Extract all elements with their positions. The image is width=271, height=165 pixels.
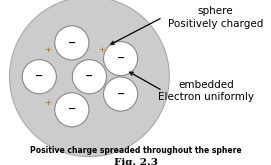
Ellipse shape: [72, 60, 107, 94]
Text: +: +: [109, 80, 116, 88]
Text: embedded: embedded: [178, 80, 234, 90]
Ellipse shape: [22, 60, 56, 94]
Text: +: +: [78, 116, 85, 124]
Ellipse shape: [55, 93, 89, 127]
Text: −: −: [117, 90, 125, 99]
Text: −: −: [68, 38, 76, 47]
Text: Electron uniformly: Electron uniformly: [158, 92, 254, 101]
Text: Positively charged: Positively charged: [168, 19, 263, 29]
Text: −: −: [35, 72, 43, 81]
Text: sphere: sphere: [198, 6, 233, 16]
Text: +: +: [44, 99, 51, 107]
Text: −: −: [68, 105, 76, 114]
Text: +: +: [98, 73, 105, 81]
Text: −: −: [85, 72, 93, 81]
Ellipse shape: [104, 77, 138, 111]
Ellipse shape: [104, 42, 138, 76]
Text: +: +: [28, 73, 35, 81]
Ellipse shape: [55, 26, 89, 60]
Text: +: +: [98, 46, 105, 53]
Ellipse shape: [9, 0, 169, 157]
Text: −: −: [117, 54, 125, 63]
Text: Positive charge spreaded throughout the sphere: Positive charge spreaded throughout the …: [30, 147, 241, 155]
Text: +: +: [44, 46, 51, 53]
Text: Fig. 2.3: Fig. 2.3: [114, 158, 157, 165]
